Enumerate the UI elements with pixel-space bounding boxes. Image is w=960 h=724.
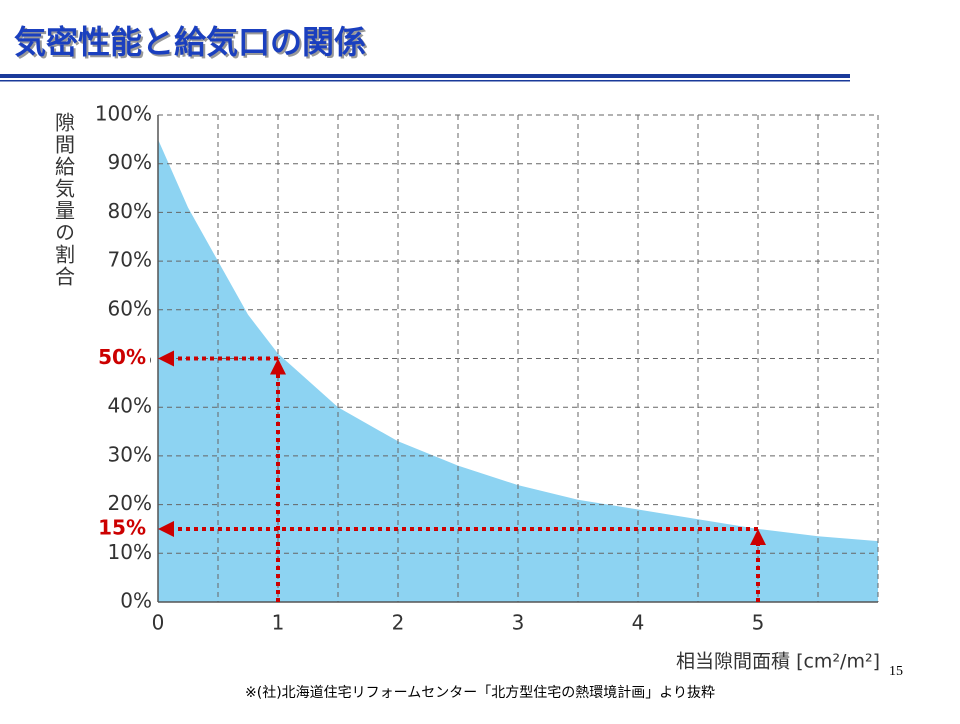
annotation-label-bg [86, 514, 150, 543]
title-rule [0, 74, 850, 78]
annotation-label-bg [86, 344, 150, 373]
y-tick-label: 80% [108, 199, 152, 223]
y-tick-label: 40% [108, 394, 152, 418]
page-number: 15 [889, 664, 903, 679]
y-tick-label: 90% [108, 150, 152, 174]
x-tick-label: 0 [152, 611, 165, 635]
y-tick-label: 20% [108, 491, 152, 515]
x-tick-label: 5 [752, 611, 765, 635]
y-tick-label: 70% [108, 248, 152, 272]
y-tick-label: 0% [120, 589, 152, 613]
y-tick-label: 10% [108, 540, 152, 564]
y-tick-label: 100% [95, 102, 152, 126]
title-rule-thin [0, 80, 850, 82]
annotation-label: 15% [98, 515, 146, 539]
y-axis-label: 隙間給気量の割合 [52, 112, 76, 288]
y-tick-label: 60% [108, 296, 152, 320]
x-tick-label: 4 [632, 611, 645, 635]
title: 気密性能と給気口の関係 [14, 23, 366, 61]
x-tick-label: 2 [392, 611, 405, 635]
annotation-label: 50% [98, 345, 146, 369]
title-shadow: 気密性能と給気口の関係 [16, 25, 368, 63]
x-tick-label: 1 [272, 611, 285, 635]
x-tick-label: 3 [512, 611, 525, 635]
source-note: ※(社)北海道住宅リフォームセンター「北方型住宅の熱環境計画」より抜粋 [245, 685, 715, 701]
x-axis-label: 相当隙間面積 [cm²/m²] [676, 651, 880, 673]
y-tick-label: 30% [108, 442, 152, 466]
